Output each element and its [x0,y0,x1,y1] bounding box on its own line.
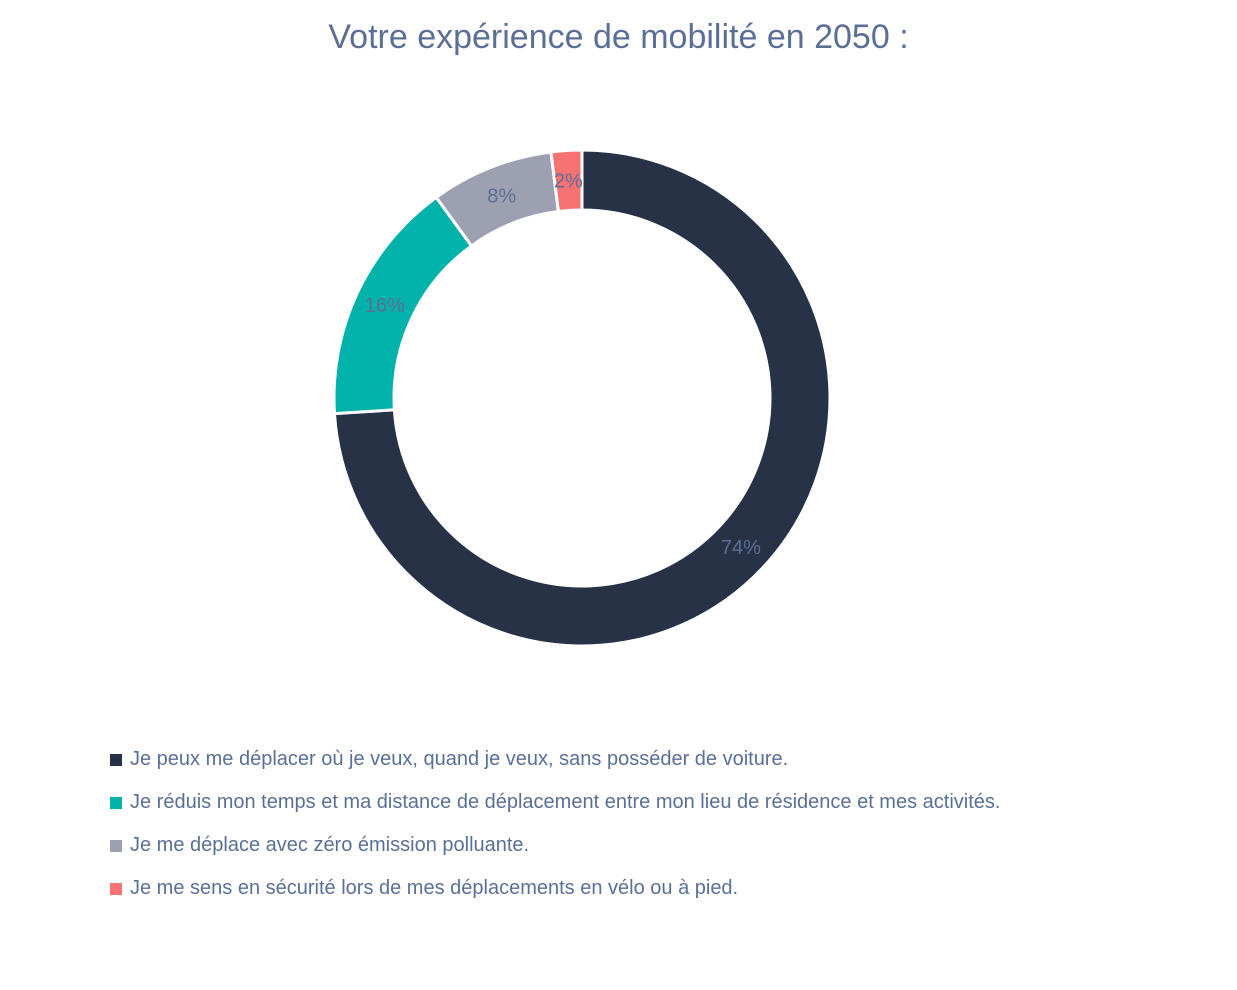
legend-label: Je réduis mon temps et ma distance de dé… [130,791,1001,813]
legend-item-2: Je réduis mon temps et ma distance de dé… [110,781,1000,824]
legend-label: Je peux me déplacer où je veux, quand je… [130,748,789,770]
legend-item-4: Je me sens en sécurité lors de mes dépla… [110,867,1000,910]
legend-label: Je me sens en sécurité lors de mes dépla… [130,877,739,899]
legend-swatch [110,882,122,895]
data-label-3: 8% [487,185,516,207]
data-label-2: 16% [365,295,405,317]
chart-title: Votre expérience de mobilité en 2050 : [328,18,909,56]
legend-label: Je me déplace avec zéro émission polluan… [130,834,530,856]
donut-slice-4 [549,148,584,214]
legend-item-1: Je peux me déplacer où je veux, quand je… [110,738,1000,781]
legend-swatch [110,796,122,809]
data-label-4: 2% [554,170,583,192]
donut-slice-1 [332,148,832,648]
legend-swatch [110,839,122,852]
chart-legend: Je peux me déplacer où je veux, quand je… [110,738,1000,910]
data-label-1: 74% [721,537,761,559]
legend-item-3: Je me déplace avec zéro émission polluan… [110,824,1000,867]
legend-swatch [110,753,122,766]
